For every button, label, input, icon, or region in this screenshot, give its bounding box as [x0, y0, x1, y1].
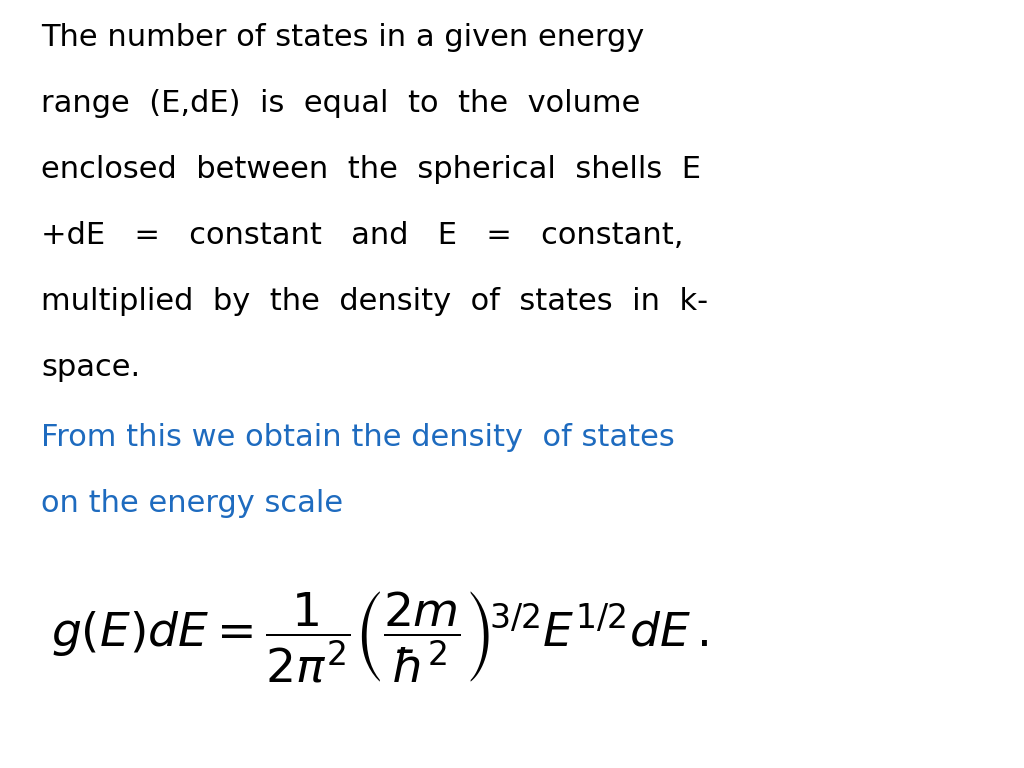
- Text: multiplied  by  the  density  of  states  in  k-: multiplied by the density of states in k…: [41, 287, 708, 316]
- Text: range  (E,dE)  is  equal  to  the  volume: range (E,dE) is equal to the volume: [41, 89, 640, 118]
- Text: The number of states in a given energy: The number of states in a given energy: [41, 23, 644, 52]
- Text: on the energy scale: on the energy scale: [41, 489, 343, 518]
- Text: enclosed  between  the  spherical  shells  E: enclosed between the spherical shells E: [41, 155, 701, 184]
- Text: +dE   =   constant   and   E   =   constant,: +dE = constant and E = constant,: [41, 221, 683, 250]
- Text: space.: space.: [41, 353, 140, 382]
- Text: $g(E)dE = \dfrac{1}{2\pi^2}\left(\dfrac{2m}{\hbar^2}\right)^{\!3/2} E^{1/2}dE\,.: $g(E)dE = \dfrac{1}{2\pi^2}\left(\dfrac{…: [51, 590, 709, 685]
- Text: From this we obtain the density  of states: From this we obtain the density of state…: [41, 423, 675, 452]
